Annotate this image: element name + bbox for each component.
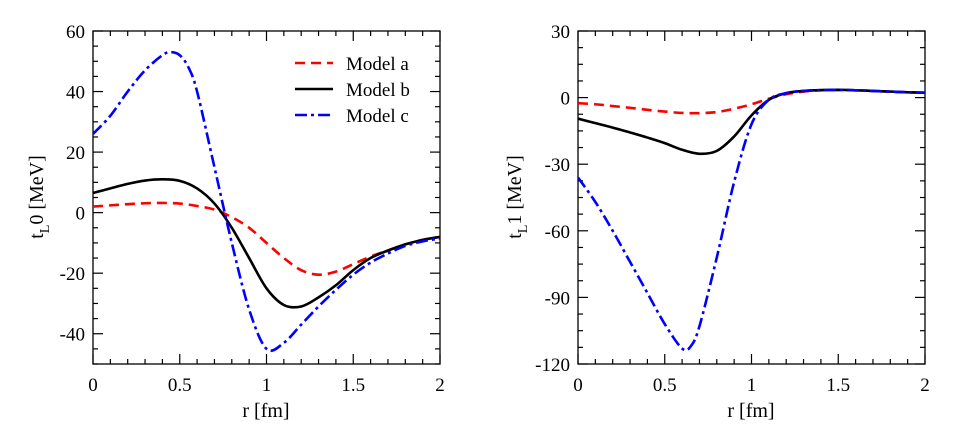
- y-tick-label: 40: [66, 83, 85, 104]
- y-tick-label: -90: [545, 288, 570, 309]
- y-axis-title-right: tL1 [MeV]: [504, 155, 531, 239]
- y-axis-title-tail-right: 1 [MeV]: [504, 155, 526, 224]
- x-axis-title-right: r [fm]: [727, 400, 774, 422]
- y-axis-title-sub-left: L: [38, 225, 53, 234]
- x-tick-label: 0.5: [653, 375, 677, 396]
- series-line-model-b-right: [578, 88, 925, 156]
- legend-label-model-a: Model a: [346, 54, 409, 75]
- y-tick-label: -120: [535, 355, 570, 376]
- x-axis-title-left: r [fm]: [242, 400, 289, 422]
- y-tick-label: -30: [545, 155, 570, 176]
- series-group-right: [578, 88, 925, 352]
- series-line-model-b-left: [93, 178, 440, 309]
- x-tick-label: 1.5: [341, 375, 365, 396]
- legend: Model a Model b Model c: [295, 54, 410, 127]
- legend-label-model-c: Model c: [346, 106, 409, 127]
- x-tick-label: 1: [747, 375, 757, 396]
- y-axis-title-left: tL0 [MeV]: [26, 155, 53, 239]
- y-axis-title-main-left: t: [26, 233, 48, 239]
- series-line-model-c-left: [93, 50, 440, 353]
- x-tick-label: 0.5: [168, 375, 192, 396]
- plot-frame-right: [577, 30, 926, 365]
- y-axis-title-main-right: t: [504, 233, 526, 239]
- y-tick-label: 60: [66, 22, 85, 43]
- legend-label-model-b: Model b: [346, 80, 410, 101]
- y-axis-title-sub-right: L: [516, 225, 531, 234]
- x-tick-label: 2: [435, 375, 445, 396]
- y-tick-label: -40: [60, 325, 85, 346]
- tick-labels-right: 0 0.5 1 1.5 2 -120 -90 -60 -30 0 30: [535, 22, 930, 396]
- tick-labels-left: 0 0.5 1 1.5 2 -40 -20 0 20 40 60: [60, 22, 445, 396]
- panel-right: 0 0.5 1 1.5 2 -120 -90 -60 -30 0 30 r [fm] tL1 [Me…: [504, 22, 930, 422]
- axis-ticks-left: [92, 30, 441, 365]
- y-tick-label: 0: [76, 204, 86, 225]
- x-tick-label: 0: [573, 375, 583, 396]
- series-line-model-a-left: [93, 201, 440, 277]
- y-tick-label: 0: [561, 89, 571, 110]
- x-tick-label: 1.5: [826, 375, 850, 396]
- y-tick-label: -20: [60, 264, 85, 285]
- x-tick-label: 1: [262, 375, 272, 396]
- x-tick-label: 2: [920, 375, 930, 396]
- y-axis-title-tail-left: 0 [MeV]: [26, 155, 48, 224]
- y-tick-label: -60: [545, 222, 570, 243]
- y-tick-label: 20: [66, 143, 85, 164]
- x-tick-label: 0: [88, 375, 98, 396]
- series-group-left: [93, 50, 440, 353]
- series-line-model-a-right: [578, 88, 925, 115]
- y-tick-label: 30: [551, 22, 570, 43]
- axis-ticks-right: [577, 30, 926, 365]
- series-line-model-c-right: [578, 88, 925, 352]
